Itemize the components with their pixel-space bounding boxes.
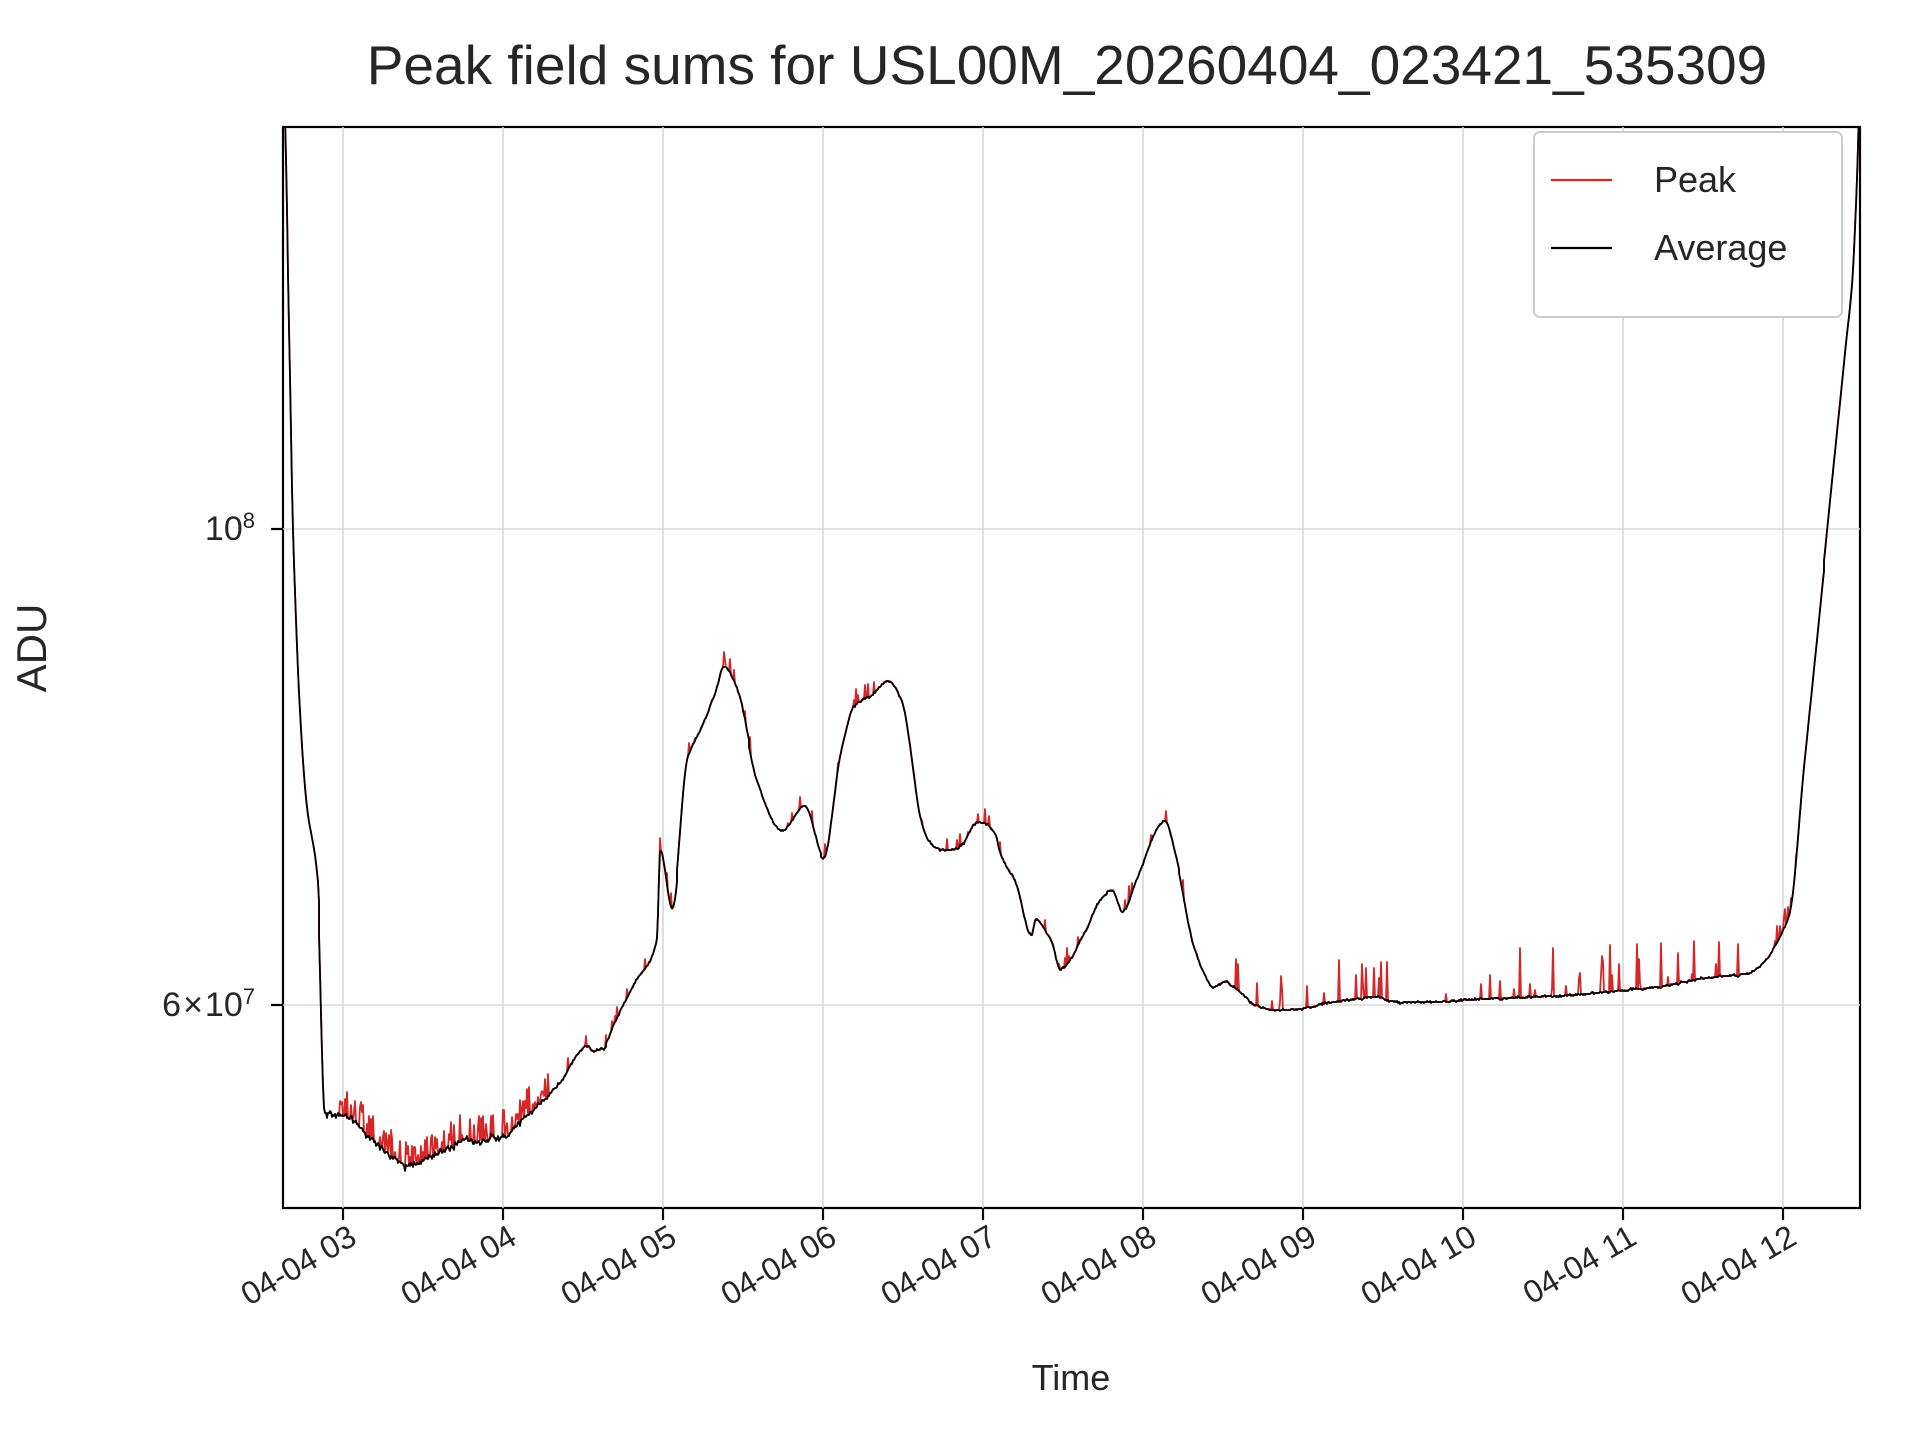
svg-text:Time: Time — [1032, 1357, 1111, 1398]
svg-text:6×107: 6×107 — [162, 984, 255, 1024]
svg-text:Peak: Peak — [1654, 159, 1737, 200]
svg-text:Peak field sums for USL00M_202: Peak field sums for USL00M_20260404_0234… — [367, 34, 1768, 96]
svg-text:Average: Average — [1654, 227, 1787, 268]
svg-text:ADU: ADU — [8, 604, 55, 693]
